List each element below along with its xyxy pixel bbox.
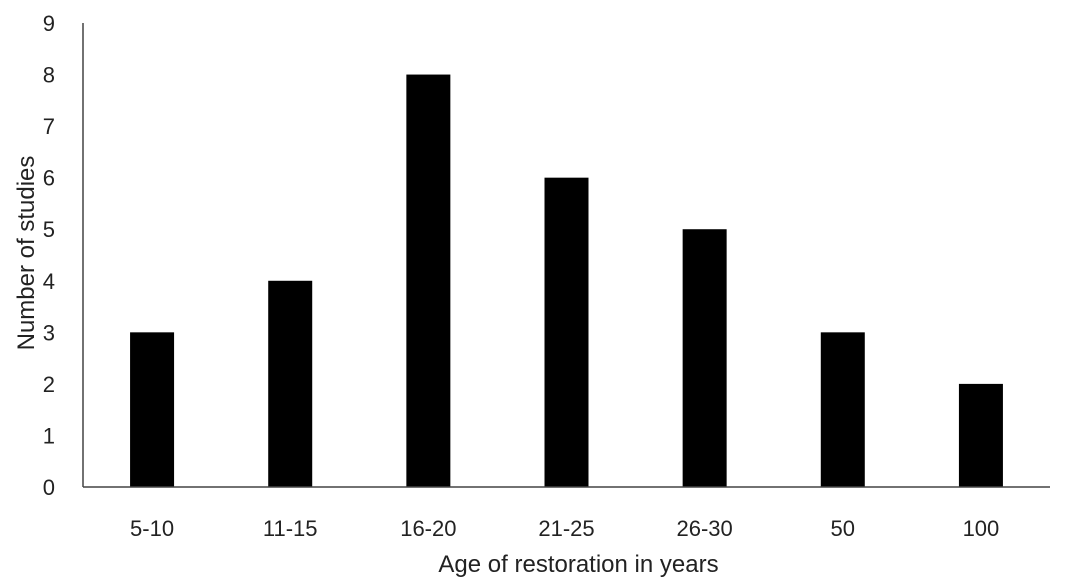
x-tick-label: 50 xyxy=(831,516,855,541)
bar-26-30 xyxy=(682,229,727,487)
x-tick-label: 100 xyxy=(963,516,1000,541)
y-tick-label: 7 xyxy=(43,114,55,139)
bar-16-20 xyxy=(406,74,451,488)
x-tick-label: 16-20 xyxy=(400,516,456,541)
x-tick-label: 21-25 xyxy=(538,516,594,541)
y-tick-label: 3 xyxy=(43,320,55,345)
x-tick-label: 11-15 xyxy=(263,516,318,541)
x-axis-title: Age of restoration in years xyxy=(438,551,718,578)
bar-50 xyxy=(820,332,865,487)
x-tick-label: 5-10 xyxy=(130,516,174,541)
y-axis-title: Number of studies xyxy=(13,156,40,351)
y-tick-labels: 0 1 2 3 4 5 6 7 8 9 xyxy=(43,11,55,500)
y-tick-label: 2 xyxy=(43,372,55,397)
y-tick-label: 4 xyxy=(43,269,55,294)
y-tick-label: 1 xyxy=(43,423,55,448)
bar-11-15 xyxy=(268,280,313,487)
y-tick-label: 5 xyxy=(43,217,55,242)
x-tick-label: 26-30 xyxy=(677,516,733,541)
bar-100 xyxy=(958,383,1003,487)
y-tick-label: 6 xyxy=(43,166,55,191)
x-tick-labels: 5-10 11-15 16-20 21-25 26-30 50 100 xyxy=(130,516,999,541)
bars-group xyxy=(130,74,1003,488)
y-tick-label: 9 xyxy=(43,11,55,36)
bar-5-10 xyxy=(130,332,175,487)
y-tick-label: 0 xyxy=(43,475,55,500)
bar-21-25 xyxy=(544,177,589,487)
y-tick-label: 8 xyxy=(43,63,55,88)
